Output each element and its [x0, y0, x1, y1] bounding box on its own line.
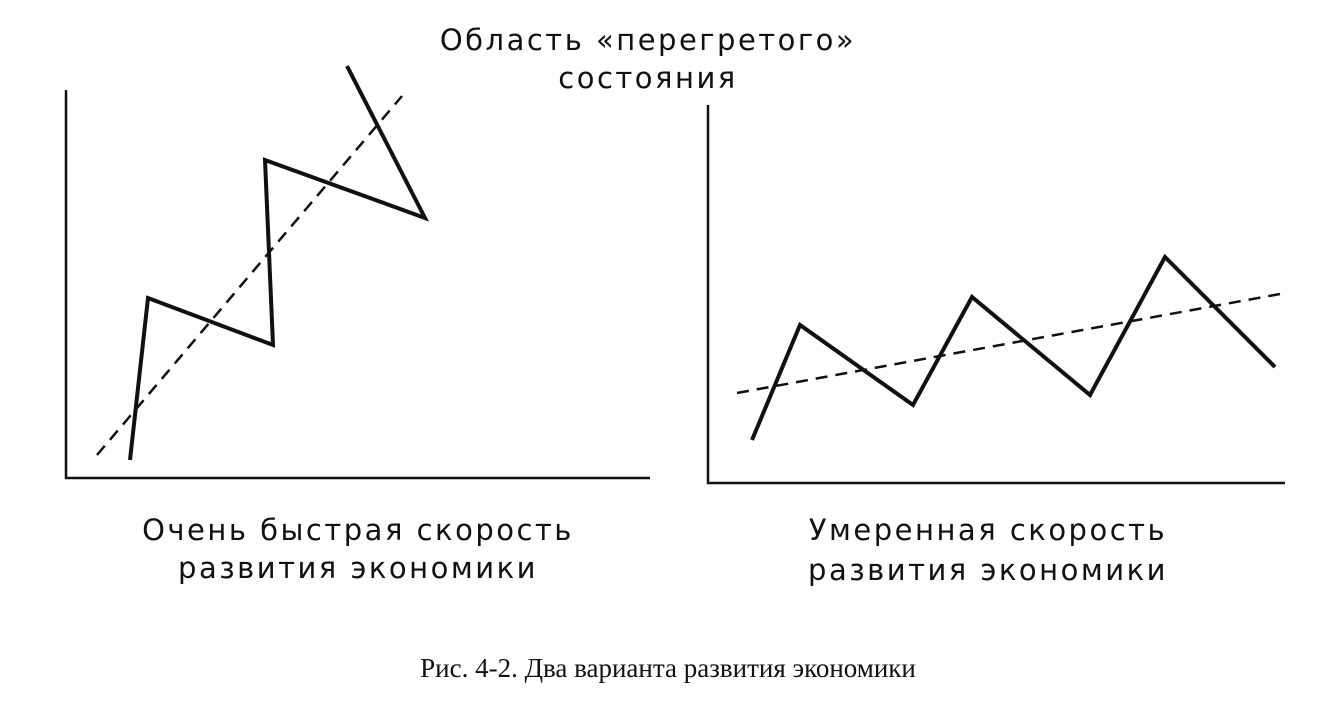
left-plot: [64, 65, 650, 480]
trend-line: [736, 292, 1281, 395]
panel-label: развития экономики: [808, 553, 1168, 587]
cycle-line: [128, 65, 430, 461]
right-plot: [706, 105, 1285, 485]
caption: Рис. 4-2. Два варианта развития экономик…: [420, 653, 916, 683]
annotation-line: состояния: [558, 61, 737, 95]
panel-label: Умеренная скорость: [809, 513, 1167, 547]
axes: [706, 105, 1285, 485]
panel-label: Очень быстрая скорость: [142, 513, 574, 547]
annotation-line: Область «перегретого»: [440, 23, 856, 57]
panel-label: развития экономики: [178, 551, 538, 585]
axes: [64, 90, 650, 480]
cycle-line: [750, 253, 1277, 441]
trend-line: [96, 95, 403, 456]
